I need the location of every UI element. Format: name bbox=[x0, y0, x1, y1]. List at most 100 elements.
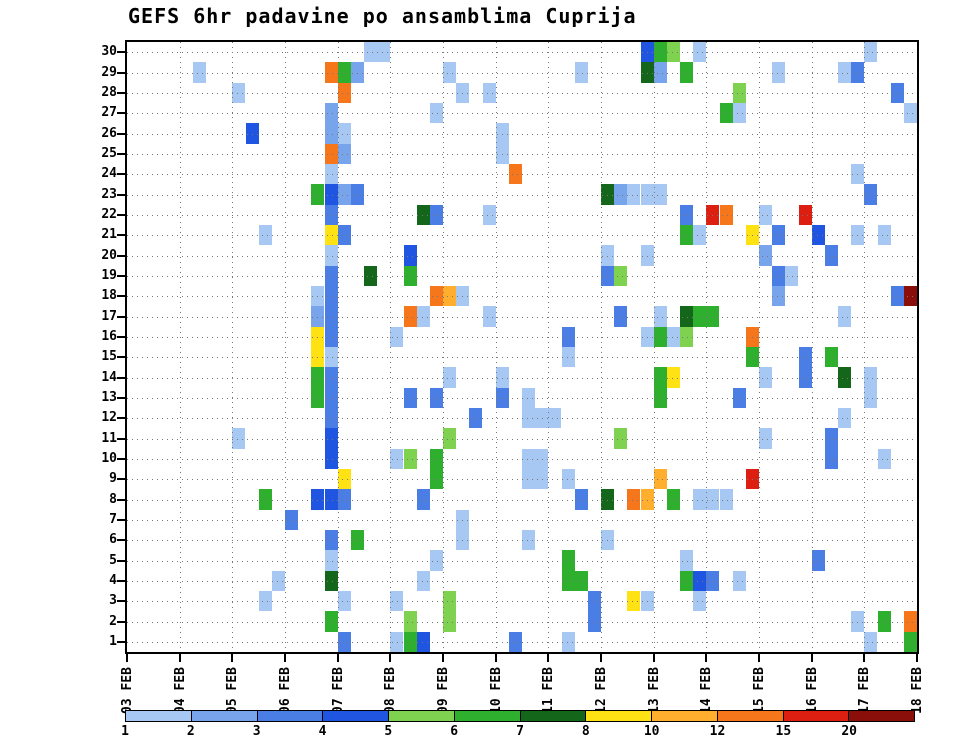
heatmap-cell bbox=[587, 611, 601, 632]
colorbar-segment bbox=[849, 711, 914, 721]
y-tick-mark bbox=[117, 213, 126, 216]
heatmap-cell bbox=[666, 367, 680, 388]
heatmap-cell bbox=[680, 204, 694, 225]
heatmap-cell bbox=[693, 591, 707, 612]
heatmap-cell bbox=[864, 631, 878, 652]
heatmap-cell bbox=[653, 469, 667, 490]
heatmap-cell bbox=[851, 164, 865, 185]
heatmap-cell bbox=[772, 225, 786, 246]
x-tick-mark bbox=[600, 654, 602, 662]
heatmap-cell bbox=[495, 143, 509, 164]
heatmap-cell bbox=[324, 408, 338, 429]
heatmap-cell bbox=[851, 225, 865, 246]
y-tick-label: 19 bbox=[101, 267, 117, 283]
heatmap-cell bbox=[680, 62, 694, 83]
colorbar-segment bbox=[520, 711, 587, 721]
heatmap-cell bbox=[390, 326, 404, 347]
heatmap-cell bbox=[680, 306, 694, 327]
heatmap-cell bbox=[324, 245, 338, 266]
heatmap-cell bbox=[311, 367, 325, 388]
heatmap-cell bbox=[311, 347, 325, 368]
heatmap-cell bbox=[877, 225, 891, 246]
heatmap-cell bbox=[337, 225, 351, 246]
y-tick-label: 28 bbox=[101, 84, 117, 100]
heatmap-cell bbox=[495, 123, 509, 144]
heatmap-cell bbox=[851, 62, 865, 83]
heatmap-cell bbox=[838, 367, 852, 388]
y-tick-mark bbox=[117, 193, 126, 196]
y-tick-mark bbox=[117, 274, 126, 277]
heatmap-cell bbox=[337, 82, 351, 103]
y-tick-mark bbox=[117, 539, 126, 542]
heatmap-cell bbox=[614, 265, 628, 286]
heatmap-cell bbox=[890, 286, 904, 307]
x-tick-label: 11 FEB bbox=[541, 667, 557, 714]
heatmap-cell bbox=[337, 631, 351, 652]
heatmap-cell bbox=[653, 326, 667, 347]
heatmap-cell bbox=[640, 184, 654, 205]
x-tick-label: 12 FEB bbox=[594, 667, 609, 714]
heatmap-cell bbox=[680, 570, 694, 591]
heatmap-cell bbox=[324, 489, 338, 510]
y-tick-label: 14 bbox=[101, 369, 117, 385]
x-tick-mark bbox=[916, 654, 918, 662]
heatmap-cell bbox=[324, 326, 338, 347]
heatmap-cell bbox=[324, 103, 338, 124]
x-tick-label: 05 FEB bbox=[225, 667, 241, 714]
y-tick-mark bbox=[117, 234, 126, 237]
heatmap-cell bbox=[429, 204, 443, 225]
y-tick-mark bbox=[117, 437, 126, 440]
heatmap-cell bbox=[535, 469, 549, 490]
heatmap-cell bbox=[745, 469, 759, 490]
y-tick-label: 21 bbox=[101, 227, 117, 243]
heatmap-cell bbox=[324, 164, 338, 185]
heatmap-cell bbox=[522, 448, 536, 469]
heatmap-cell bbox=[429, 550, 443, 571]
heatmap-cell bbox=[324, 286, 338, 307]
heatmap-cell bbox=[482, 306, 496, 327]
y-tick-label: 7 bbox=[109, 511, 117, 527]
x-tick-mark bbox=[442, 654, 444, 662]
y-tick-mark bbox=[117, 132, 126, 135]
heatmap-cell bbox=[732, 570, 746, 591]
heatmap-cell bbox=[429, 387, 443, 408]
colorbar-label: 5 bbox=[384, 724, 393, 739]
heatmap-cell bbox=[456, 82, 470, 103]
y-tick-label: 24 bbox=[101, 166, 117, 182]
heatmap-cell bbox=[285, 509, 299, 530]
heatmap-cell bbox=[653, 184, 667, 205]
x-tick-mark bbox=[758, 654, 760, 662]
x-tick-label: 06 FEB bbox=[278, 667, 293, 714]
heatmap-cell bbox=[535, 408, 549, 429]
heatmap-cell bbox=[745, 326, 759, 347]
x-tick-mark bbox=[494, 654, 497, 662]
heatmap-cell bbox=[508, 631, 522, 652]
x-tick-mark bbox=[863, 654, 866, 662]
y-tick-label: 4 bbox=[109, 572, 117, 588]
colorbar-segment bbox=[454, 711, 521, 721]
heatmap-cell bbox=[890, 82, 904, 103]
colorbar-label: 8 bbox=[581, 724, 590, 739]
heatmap-cell bbox=[864, 184, 878, 205]
heatmap-cell bbox=[627, 184, 641, 205]
heatmap-cell bbox=[429, 448, 443, 469]
heatmap-cell bbox=[864, 387, 878, 408]
x-tick-mark bbox=[389, 654, 392, 662]
heatmap-cell bbox=[864, 42, 878, 63]
colorbar-segment bbox=[257, 711, 324, 721]
y-tick-label: 30 bbox=[101, 44, 117, 60]
heatmap-cell bbox=[311, 387, 325, 408]
heatmap-cell bbox=[561, 469, 575, 490]
heatmap-cell bbox=[561, 326, 575, 347]
heatmap-cell bbox=[324, 611, 338, 632]
x-tick-label: 09 FEB bbox=[436, 667, 451, 714]
heatmap-cell bbox=[614, 428, 628, 449]
heatmap-cell bbox=[324, 387, 338, 408]
heatmap-cell bbox=[864, 367, 878, 388]
heatmap-cell bbox=[456, 509, 470, 530]
heatmap-cell bbox=[706, 204, 720, 225]
heatmap-cell bbox=[258, 489, 272, 510]
heatmap-cell bbox=[429, 103, 443, 124]
heatmap-cell bbox=[456, 286, 470, 307]
heatmap-cell bbox=[759, 367, 773, 388]
